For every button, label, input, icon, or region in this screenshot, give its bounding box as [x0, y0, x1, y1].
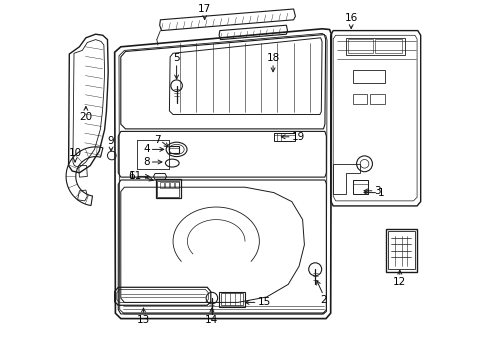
Bar: [169, 146, 179, 153]
Text: 1: 1: [378, 188, 385, 198]
Bar: [346, 38, 405, 55]
Text: 15: 15: [258, 297, 271, 307]
Text: 19: 19: [292, 132, 305, 142]
Bar: [370, 94, 385, 104]
Bar: [165, 182, 169, 188]
Text: 14: 14: [205, 315, 219, 325]
Text: 17: 17: [198, 4, 211, 14]
Text: 20: 20: [79, 112, 93, 122]
Text: 6: 6: [128, 171, 135, 181]
Text: 16: 16: [344, 13, 358, 23]
Text: 5: 5: [173, 53, 180, 63]
Bar: [375, 39, 402, 53]
Bar: [353, 180, 368, 194]
Bar: [347, 39, 373, 53]
Bar: [221, 293, 243, 305]
Bar: [388, 231, 415, 269]
Text: 11: 11: [129, 171, 143, 181]
Text: 4: 4: [143, 144, 149, 154]
Text: 3: 3: [374, 186, 381, 196]
Bar: [353, 94, 368, 104]
Bar: [156, 179, 181, 198]
Text: 12: 12: [393, 277, 406, 287]
Bar: [386, 229, 416, 272]
Bar: [219, 292, 245, 307]
Text: 10: 10: [69, 148, 82, 158]
Bar: [160, 182, 164, 188]
Bar: [170, 182, 174, 188]
Text: 9: 9: [108, 136, 114, 146]
Bar: [353, 70, 386, 83]
Text: 2: 2: [320, 295, 327, 305]
Text: 8: 8: [143, 157, 149, 167]
Bar: [175, 182, 179, 188]
Bar: [274, 133, 294, 141]
Bar: [157, 181, 179, 197]
Text: 13: 13: [137, 315, 150, 325]
Text: 18: 18: [267, 53, 280, 63]
Text: 7: 7: [154, 135, 160, 145]
